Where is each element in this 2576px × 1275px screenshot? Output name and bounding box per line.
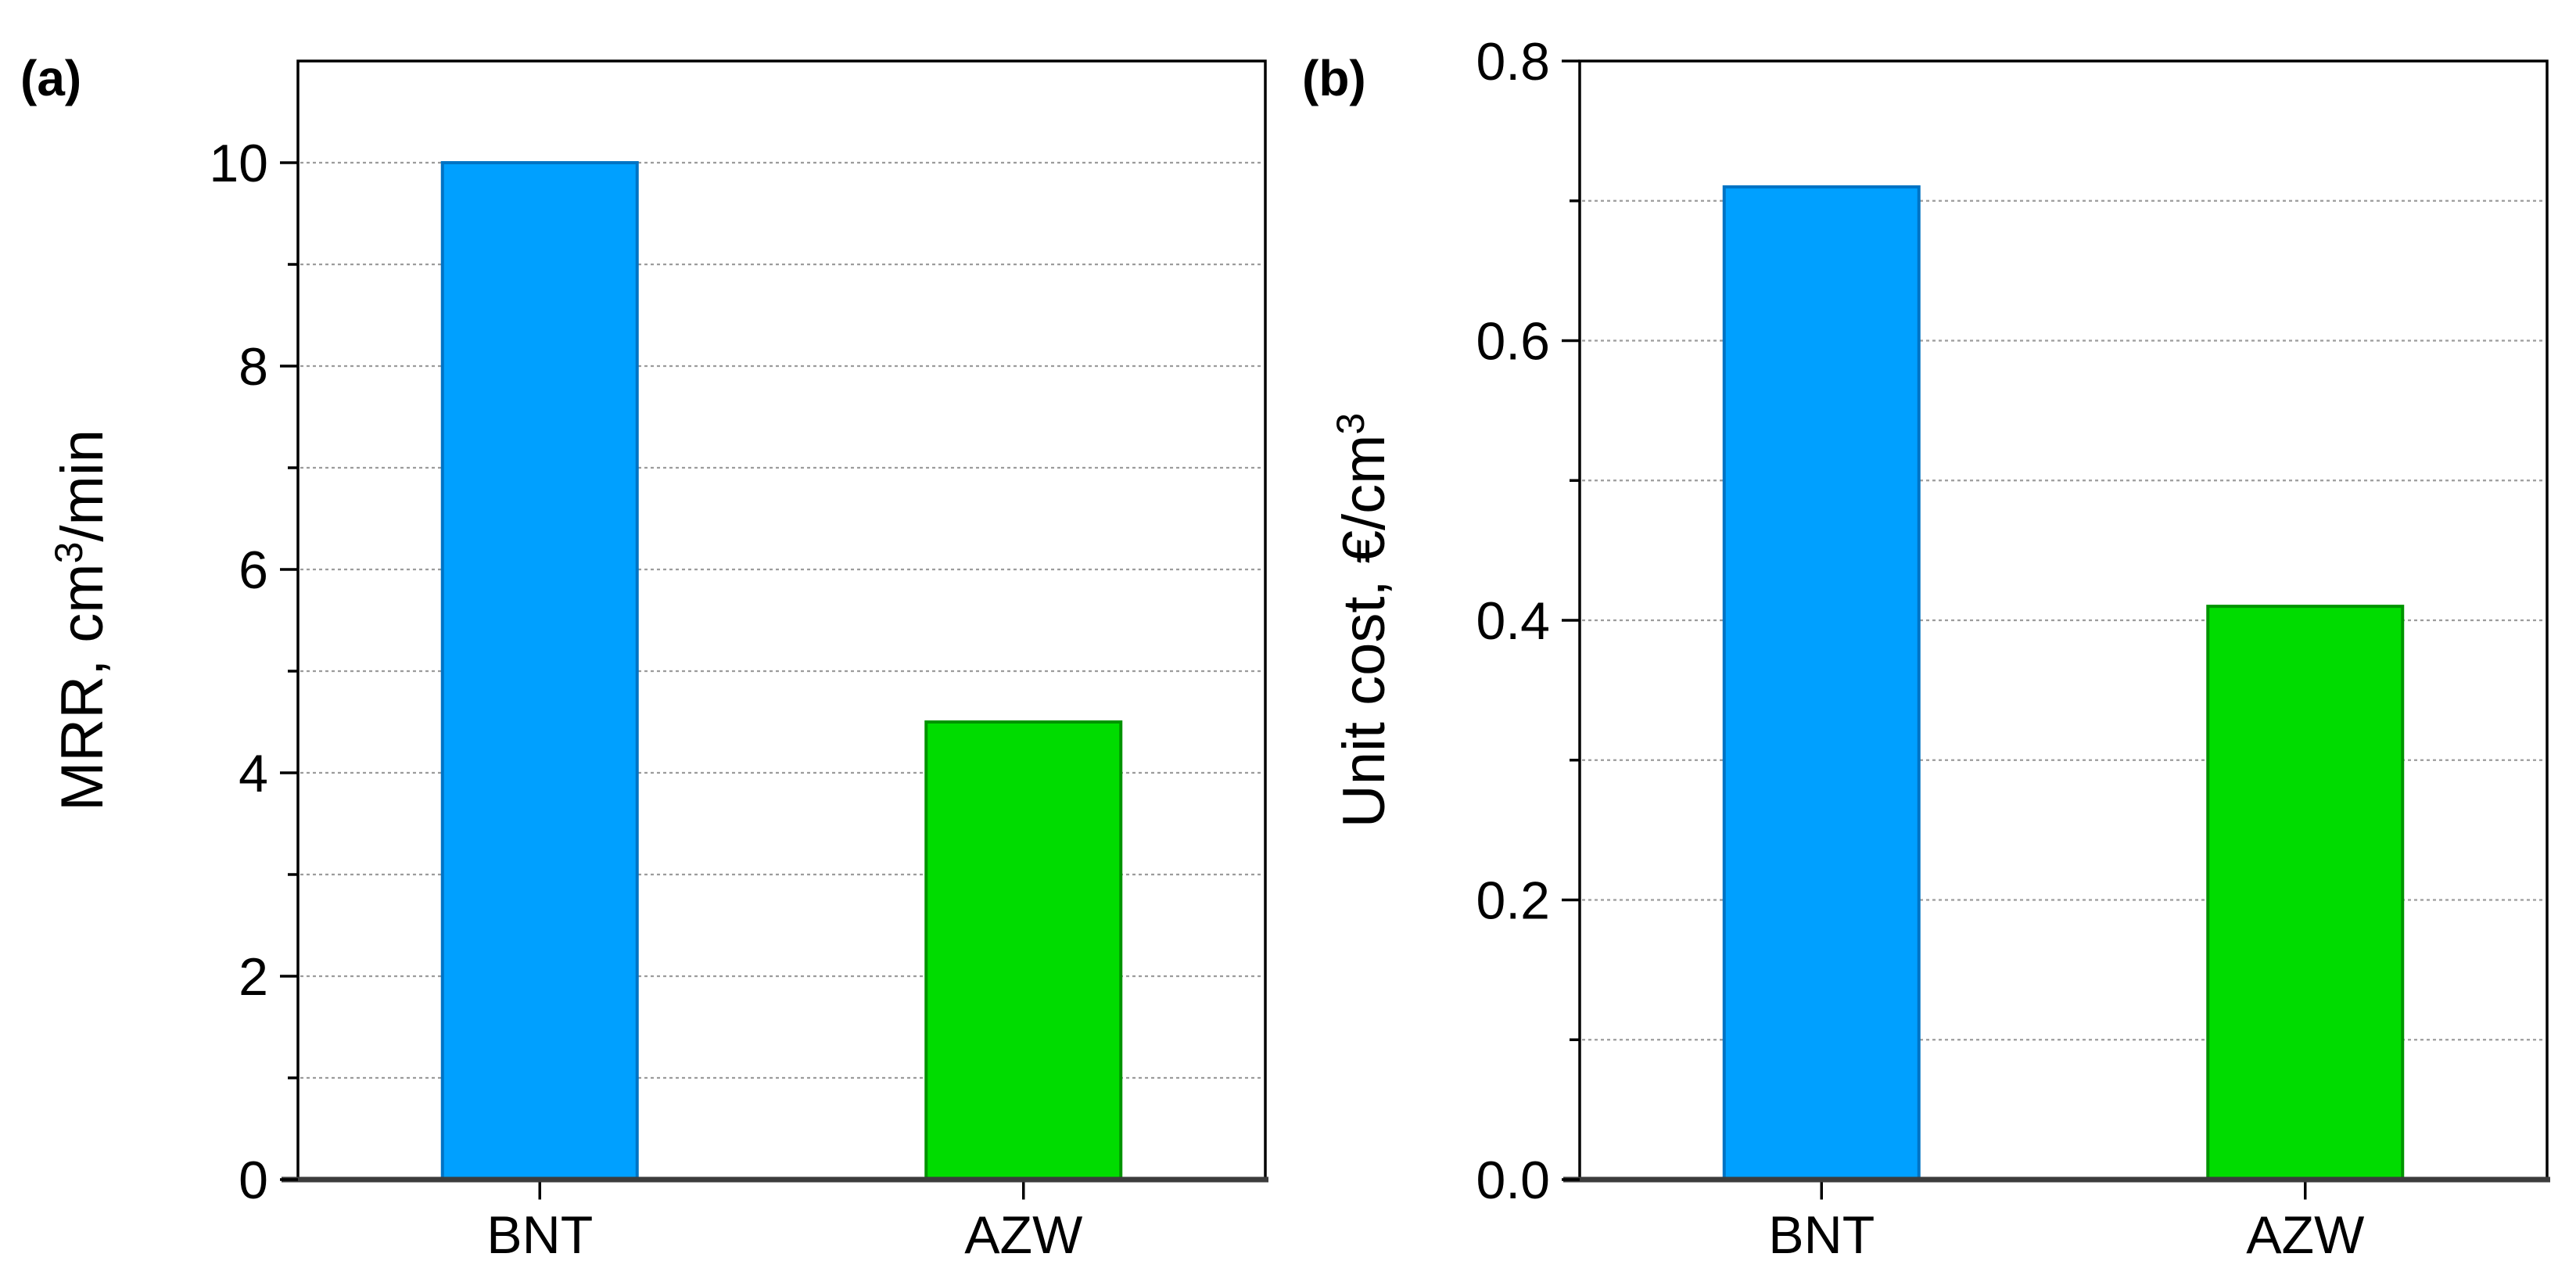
x-category-label: BNT <box>486 1205 593 1265</box>
panel-label: (b) <box>1302 50 1366 106</box>
y-tick-label: 4 <box>239 744 268 803</box>
x-category-label: AZW <box>2246 1205 2364 1265</box>
y-tick-label: 0.2 <box>1476 871 1550 930</box>
x-category-label: BNT <box>1768 1205 1875 1265</box>
y-axis-title: MRR, cm3/min <box>47 429 116 811</box>
panel-b: 0.0 0.2 0.4 0.6 0.8 BNT AZW Unit cost, €/cm3 (b) <box>1302 32 2550 1265</box>
bar-azw <box>924 720 1123 1181</box>
y-tick-label: 0.4 <box>1476 591 1550 651</box>
y-tick-label: 0.0 <box>1476 1151 1550 1210</box>
y-axis-title: Unit cost, €/cm3 <box>1329 413 1397 828</box>
plot-frame <box>296 59 1267 1180</box>
y-tick-label: 0 <box>239 1151 268 1210</box>
y-tick-label: 2 <box>239 947 268 1007</box>
y-tick-label: 0.8 <box>1476 32 1550 92</box>
bar-bnt <box>1722 185 1921 1181</box>
y-tick-label: 8 <box>239 337 268 397</box>
panel-label: (a) <box>20 50 81 106</box>
bar-bnt <box>440 161 639 1181</box>
y-tick-label: 10 <box>209 134 268 193</box>
y-tick-label: 6 <box>239 541 268 600</box>
panel-a: 0 2 4 6 8 10 BNT AZW MRR, cm3/min (a) <box>20 50 1268 1265</box>
x-category-label: AZW <box>964 1205 1082 1265</box>
y-tick-label: 0.6 <box>1476 311 1550 371</box>
bar-azw <box>2206 605 2405 1181</box>
